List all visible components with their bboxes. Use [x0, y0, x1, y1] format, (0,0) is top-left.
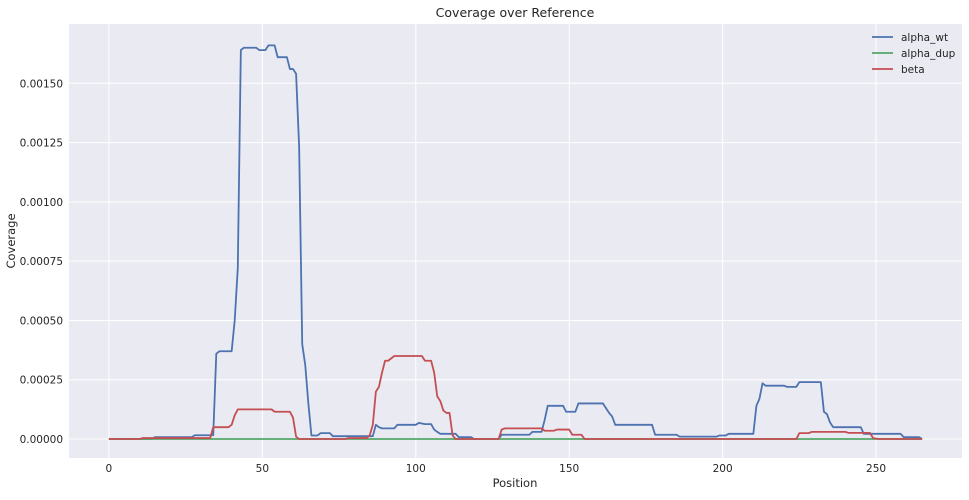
chart-title: Coverage over Reference: [436, 5, 595, 20]
x-tick-label: 150: [559, 463, 579, 475]
legend-label-alpha_dup: alpha_dup: [901, 48, 956, 60]
y-tick-label: 0.00075: [20, 256, 63, 268]
y-tick-label: 0.00025: [20, 375, 63, 387]
grid-layer: [69, 24, 962, 458]
x-tick-label: 200: [713, 463, 733, 475]
x-tick-label: 100: [406, 463, 426, 475]
y-tick-label: 0.00150: [20, 78, 63, 90]
x-tick-label: 50: [256, 463, 269, 475]
y-tick-label: 0.00125: [20, 138, 63, 150]
series-layer: [108, 44, 923, 440]
x-axis-label: Position: [493, 476, 538, 490]
legend-label-beta: beta: [901, 64, 925, 76]
series-line-alpha_wt: [108, 44, 923, 440]
y-tick-label: 0.00000: [20, 434, 63, 446]
plot-area: [69, 24, 962, 458]
x-tick-label: 0: [106, 463, 113, 475]
series-line-beta: [108, 355, 923, 440]
y-tick-label: 0.00050: [20, 315, 63, 327]
x-tick-labels: 0 50 100 150 200 250: [106, 463, 887, 475]
legend-label-alpha_wt: alpha_wt: [901, 32, 948, 44]
x-tick-label: 250: [866, 463, 886, 475]
y-tick-label: 0.00100: [20, 197, 63, 209]
y-axis-label: Coverage: [4, 213, 18, 268]
y-tick-labels: 0.00000 0.00025 0.00050 0.00075 0.00100 0.001…: [20, 78, 63, 446]
